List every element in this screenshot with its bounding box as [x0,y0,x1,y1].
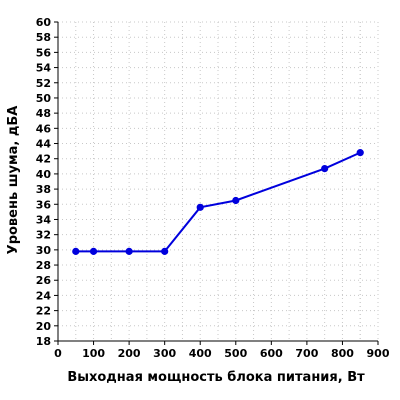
y-tick-label: 56 [36,46,52,59]
y-tick-label: 24 [36,289,52,302]
x-tick-label: 400 [189,347,212,360]
y-tick-label: 22 [36,305,51,318]
y-tick-label: 54 [36,62,52,75]
y-tick-label: 50 [36,92,52,105]
x-tick-label: 500 [224,347,247,360]
data-point [356,149,364,157]
y-tick-label: 60 [36,16,52,29]
x-tick-label: 200 [118,347,141,360]
series-line [75,151,361,253]
y-tick-label: 36 [36,198,52,211]
y-tick-label: 52 [36,77,51,90]
data-point [89,247,98,255]
data-point [72,247,80,255]
y-tick-label: 18 [36,335,51,348]
x-tick-label: 900 [367,347,390,360]
series-group [72,149,364,255]
x-axis-title: Выходная мощность блока питания, Вт [67,370,365,385]
data-point [232,196,240,205]
data-point [125,247,133,255]
y-tick-label: 42 [36,153,51,166]
axes [57,22,378,342]
x-tick-label: 800 [331,347,354,360]
y-axis-ticks: 18 20 22 24 26 28 30 32 34 36 38 40 42 44 46 48 50 52 54 56… [36,16,58,348]
x-tick-label: 700 [295,347,318,360]
x-axis-ticks: 0 100 200 300 400 500 600 700 800 900 [54,341,390,360]
y-tick-label: 28 [36,259,51,272]
data-point [196,203,204,211]
y-tick-label: 32 [36,229,51,242]
y-tick-label: 44 [36,138,52,151]
y-tick-label: 38 [36,183,51,196]
y-tick-label: 30 [36,244,52,257]
grid [58,21,379,341]
y-tick-label: 20 [36,320,52,333]
y-tick-label: 48 [36,107,51,120]
y-tick-label: 40 [36,168,52,181]
data-point [321,164,329,173]
y-axis-title: Уровень шума, дБА [6,106,21,255]
x-tick-label: 0 [54,347,62,360]
data-point [161,247,169,255]
y-tick-label: 26 [36,274,52,287]
y-tick-label: 58 [36,31,51,44]
y-tick-label: 34 [36,213,52,226]
x-tick-label: 600 [260,347,283,360]
y-tick-label: 46 [36,122,52,135]
x-tick-label: 300 [153,347,176,360]
x-tick-label: 100 [82,347,105,360]
